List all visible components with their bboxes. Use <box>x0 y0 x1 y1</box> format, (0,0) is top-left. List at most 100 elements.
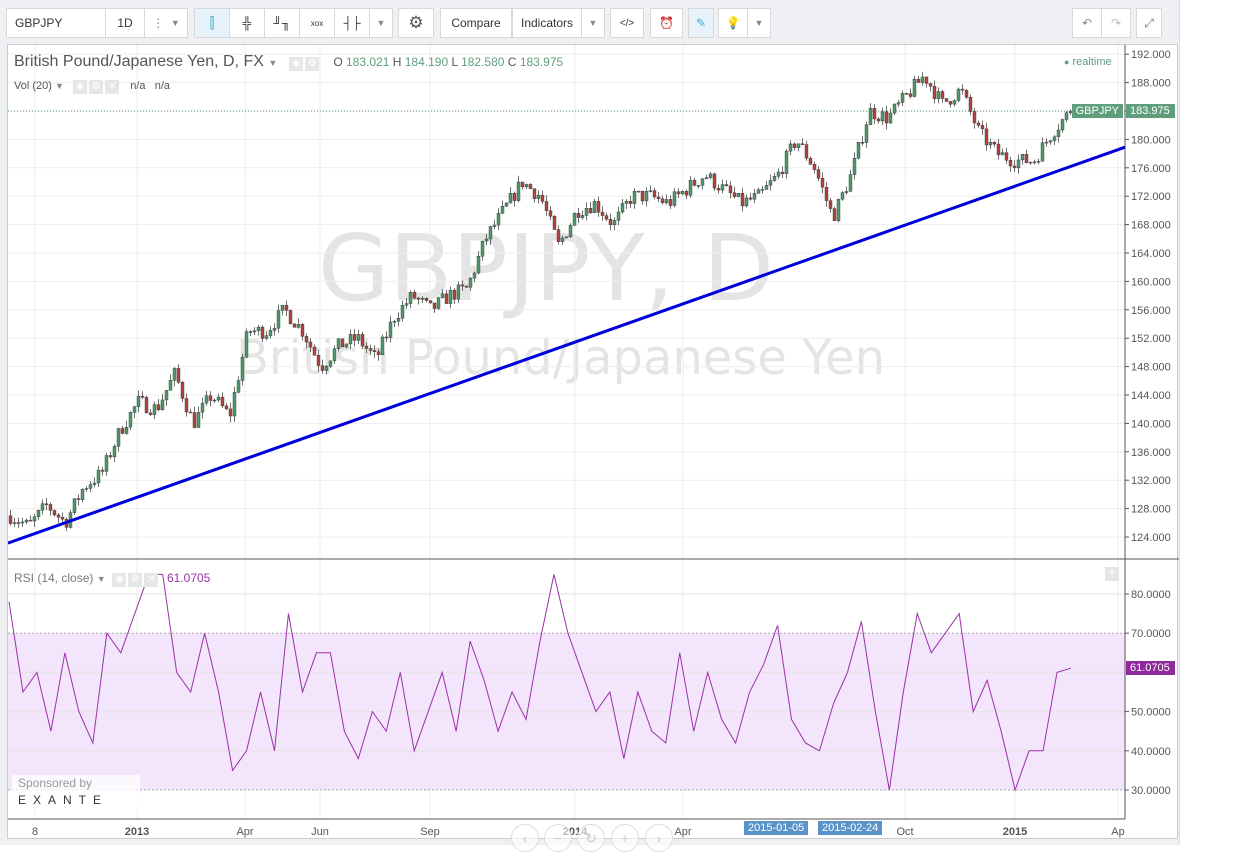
candles-style-button[interactable]: ⫿ <box>194 8 230 38</box>
chart-area[interactable]: GBPJPY, D British Pound/Japanese Yen 192… <box>7 44 1179 852</box>
candle-body <box>12 522 17 524</box>
candle-body <box>1012 165 1017 169</box>
candle-body <box>420 298 425 300</box>
candle-body <box>608 218 613 226</box>
candle-body <box>304 336 309 343</box>
candle-body <box>944 98 949 102</box>
candle-body <box>268 330 273 336</box>
candle-body <box>192 412 197 428</box>
ideas-menu[interactable]: ▼ <box>747 8 771 38</box>
legend-settings[interactable]: ◉ ⚙ <box>289 53 321 71</box>
close-value: 183.975 <box>519 55 564 69</box>
price-axis-label: 192.000 <box>1131 49 1171 61</box>
candle-body <box>888 112 893 124</box>
point-figure-button[interactable]: xox <box>299 8 335 38</box>
eye-icon: ◉ <box>73 80 88 94</box>
candle-body <box>48 504 53 511</box>
candle-body <box>100 469 105 472</box>
rsi-value: 61.0705 <box>166 571 211 585</box>
sponsor-box[interactable]: Sponsored by EXANTE <box>12 775 140 811</box>
gear-icon: ⚙ <box>408 13 424 32</box>
candle-body <box>548 210 553 217</box>
rsi-axis-label: 70.0000 <box>1131 628 1171 640</box>
settings-button[interactable]: ⚙ <box>398 8 434 38</box>
script-button[interactable]: </> <box>610 8 644 38</box>
undo-button[interactable]: ↶ <box>1072 8 1102 38</box>
candle-body <box>976 122 981 126</box>
fullscreen-button[interactable]: ⤢ <box>1136 8 1162 38</box>
candle-body <box>752 193 757 200</box>
zoom-in-button[interactable]: + <box>611 824 639 852</box>
candle-body <box>44 503 49 505</box>
close-icon: ✕ <box>105 80 120 94</box>
alert-button[interactable]: ⏰ <box>650 8 683 38</box>
drawing-button[interactable]: ✎ <box>688 8 714 38</box>
candle-body <box>820 178 825 188</box>
candle-body <box>340 338 345 348</box>
candle-body <box>464 285 469 288</box>
candle-body <box>912 78 917 97</box>
price-axis-label: 168.000 <box>1131 220 1171 232</box>
zoom-out-button[interactable]: − <box>544 824 572 852</box>
reset-button[interactable]: ↻ <box>577 824 605 852</box>
lightbulb-icon: 💡 <box>725 16 741 30</box>
candle-body <box>428 300 433 304</box>
time-axis-label: 2013 <box>125 826 149 838</box>
candle-body <box>544 201 549 211</box>
candle-body <box>756 189 761 194</box>
candle-body <box>572 212 577 226</box>
candle-body <box>460 284 465 287</box>
price-axis-label: 180.000 <box>1131 134 1171 146</box>
chart-canvas[interactable]: 192.000 188.000 180.000 176.000 172.000 168.0… <box>8 45 1179 840</box>
compare-button[interactable]: Compare <box>440 8 512 38</box>
ideas-button[interactable]: 💡 <box>718 8 748 38</box>
candle-body <box>488 226 493 240</box>
scroll-left-button[interactable]: ‹ <box>511 824 539 852</box>
candle-body <box>8 515 13 524</box>
candle-body <box>540 194 545 202</box>
candle-body <box>376 351 381 355</box>
candle-body <box>440 293 445 298</box>
time-axis-label: Apr <box>236 826 253 838</box>
candle-body <box>628 201 633 204</box>
candle-body <box>1024 153 1029 164</box>
redo-button[interactable]: ↷ <box>1101 8 1131 38</box>
candle-body <box>236 380 241 393</box>
candle-body <box>364 345 369 349</box>
renko-icon: ┤├ <box>343 16 361 30</box>
candle-body <box>1060 119 1065 131</box>
time-axis-label: Sep <box>420 826 440 838</box>
line-break-button[interactable]: ╜╖ <box>264 8 300 38</box>
renko-button[interactable]: ┤├ <box>334 8 370 38</box>
candle-body <box>320 365 325 371</box>
indicators-button[interactable]: Indicators <box>512 8 582 38</box>
candle-body <box>668 199 673 206</box>
interval-menu-button[interactable]: ⋮ ▼ <box>144 8 188 38</box>
candle-body <box>412 291 417 299</box>
price-axis-label: 176.000 <box>1131 163 1171 175</box>
time-axis-label: Ap <box>1111 826 1124 838</box>
candle-body <box>900 93 905 103</box>
candle-body <box>56 514 61 518</box>
candle-body <box>892 103 897 114</box>
maximize-pane-button[interactable]: + <box>1105 567 1119 581</box>
chart-type-menu[interactable]: ▼ <box>369 8 393 38</box>
candle-body <box>872 107 877 120</box>
scroll-right-button[interactable]: › <box>645 824 673 852</box>
symbol-search[interactable]: GBPJPY <box>6 8 106 38</box>
candle-body <box>520 181 525 188</box>
fullscreen-icon: ⤢ <box>1144 15 1154 30</box>
candle-body <box>812 164 817 170</box>
bars-style-button[interactable]: ╬ <box>229 8 265 38</box>
high-value: 184.190 <box>404 55 449 69</box>
candle-body <box>244 331 249 358</box>
candle-body <box>380 336 385 355</box>
candle-body <box>1000 152 1005 156</box>
interval-button[interactable]: 1D <box>105 8 145 38</box>
eye-icon: ◉ <box>112 573 127 587</box>
time-axis-label: 2015 <box>1003 826 1027 838</box>
price-axis-label: 144.000 <box>1131 390 1171 402</box>
candle-body <box>648 190 653 192</box>
candle-body <box>344 343 349 348</box>
indicators-menu[interactable]: ▼ <box>581 8 605 38</box>
